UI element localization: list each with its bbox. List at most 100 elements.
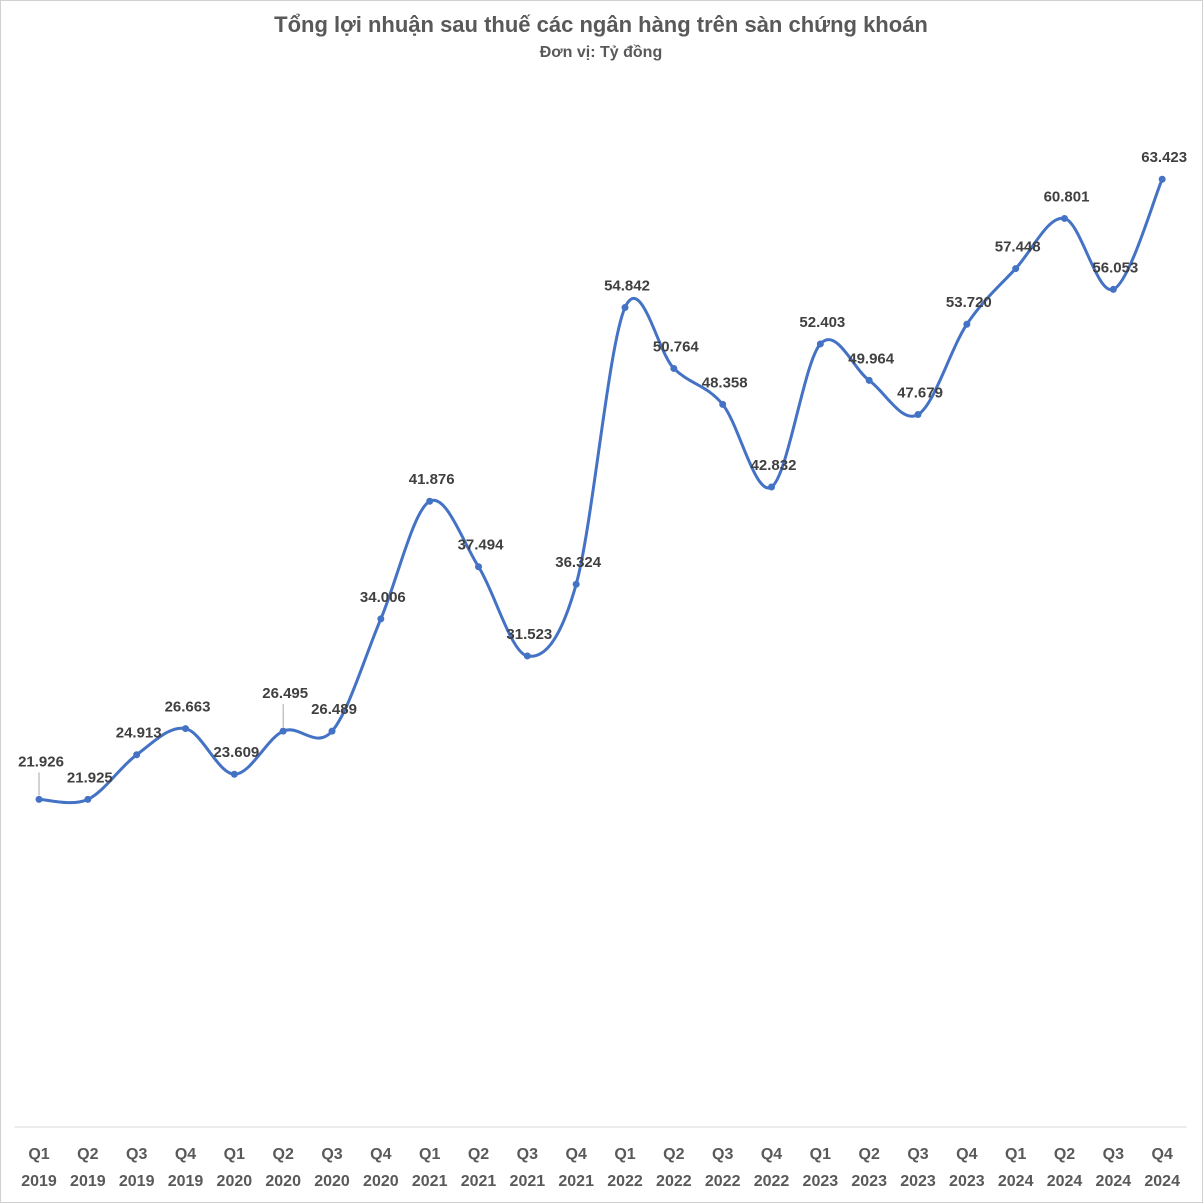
data-label: 26.495 [262, 685, 308, 702]
data-label: 48.358 [702, 374, 748, 391]
data-label: 57.448 [995, 239, 1041, 256]
x-tick-label: 2020 [314, 1173, 350, 1190]
data-label: 31.523 [506, 626, 552, 643]
marker [84, 795, 92, 803]
data-label: 26.489 [311, 701, 357, 718]
data-label: 56.053 [1092, 259, 1138, 276]
x-tick-label: Q2 [77, 1146, 98, 1163]
x-tick-label: 2019 [70, 1173, 106, 1190]
x-tick-label: Q1 [28, 1146, 49, 1163]
data-label: 21.926 [18, 753, 64, 770]
x-tick-label: Q1 [1005, 1146, 1026, 1163]
x-tick-label: 2019 [21, 1173, 57, 1190]
marker [719, 400, 727, 408]
x-tick-label: Q3 [517, 1146, 538, 1163]
x-tick-label: 2023 [949, 1173, 985, 1190]
x-tick-label: Q1 [419, 1146, 440, 1163]
x-tick-label: 2021 [412, 1173, 448, 1190]
marker [621, 304, 629, 312]
marker [670, 364, 678, 372]
chart-subtitle: Đơn vị: Tỷ đồng [540, 44, 662, 61]
data-label: 26.663 [165, 699, 211, 716]
x-tick-label: 2021 [558, 1173, 594, 1190]
data-label: 52.403 [799, 314, 845, 331]
x-tick-label: Q2 [1054, 1146, 1075, 1163]
marker [230, 770, 238, 778]
x-tick-label: 2024 [1047, 1173, 1083, 1190]
x-tick-label: 2024 [998, 1173, 1034, 1190]
x-tick-label: Q4 [175, 1146, 196, 1163]
data-label: 42.832 [751, 457, 797, 474]
x-tick-label: 2022 [754, 1173, 790, 1190]
x-tick-label: 2020 [265, 1173, 301, 1190]
marker [768, 483, 776, 491]
marker [279, 727, 287, 735]
marker [914, 411, 922, 419]
data-label: 36.324 [555, 554, 602, 571]
chart-title: Tổng lợi nhuận sau thuế các ngân hàng tr… [274, 12, 928, 37]
marker [475, 563, 483, 571]
x-tick-label: Q4 [370, 1146, 391, 1163]
marker [377, 615, 385, 623]
x-tick-label: 2022 [607, 1173, 643, 1190]
x-tick-label: 2022 [705, 1173, 741, 1190]
data-label: 54.842 [604, 277, 650, 294]
x-tick-label: Q2 [663, 1146, 684, 1163]
data-label: 47.679 [897, 385, 943, 402]
marker [1012, 265, 1020, 273]
x-tick-label: 2021 [461, 1173, 497, 1190]
data-label: 24.913 [116, 725, 162, 742]
marker [816, 340, 824, 348]
x-tick-label: Q2 [468, 1146, 489, 1163]
x-tick-label: 2024 [1144, 1173, 1180, 1190]
x-tick-label: Q4 [761, 1146, 782, 1163]
marker [1061, 214, 1069, 222]
data-label: 50.764 [653, 338, 700, 355]
marker [182, 725, 190, 733]
data-label: 21.925 [67, 769, 113, 786]
marker [328, 727, 336, 735]
x-tick-label: Q3 [321, 1146, 342, 1163]
marker [1158, 175, 1166, 183]
x-tick-label: 2022 [656, 1173, 692, 1190]
x-tick-label: 2021 [510, 1173, 546, 1190]
x-tick-label: Q3 [126, 1146, 147, 1163]
marker [426, 497, 434, 505]
data-label: 53.720 [946, 294, 992, 311]
data-label: 37.494 [458, 537, 505, 554]
data-label: 63.423 [1141, 149, 1187, 166]
x-tick-label: Q3 [1103, 1146, 1124, 1163]
marker [963, 320, 971, 328]
x-tick-label: Q3 [907, 1146, 928, 1163]
x-tick-label: 2019 [168, 1173, 204, 1190]
x-tick-label: 2023 [851, 1173, 887, 1190]
marker [35, 795, 43, 803]
x-tick-label: Q3 [712, 1146, 733, 1163]
x-tick-label: 2020 [217, 1173, 253, 1190]
x-tick-label: Q4 [956, 1146, 977, 1163]
x-tick-label: Q4 [566, 1146, 587, 1163]
data-label: 49.964 [848, 350, 895, 367]
data-label: 60.801 [1044, 188, 1090, 205]
data-label: 34.006 [360, 589, 406, 606]
marker [523, 652, 531, 660]
x-tick-label: 2019 [119, 1173, 155, 1190]
x-tick-label: Q2 [273, 1146, 294, 1163]
marker [865, 376, 873, 384]
x-tick-label: Q1 [224, 1146, 245, 1163]
data-label: 41.876 [409, 471, 455, 488]
x-tick-label: 2023 [803, 1173, 839, 1190]
marker [572, 580, 580, 588]
x-tick-label: Q4 [1152, 1146, 1173, 1163]
data-label: 23.609 [213, 744, 259, 761]
x-tick-label: 2023 [900, 1173, 936, 1190]
marker [133, 751, 141, 759]
x-tick-label: 2020 [363, 1173, 399, 1190]
x-tick-label: 2024 [1096, 1173, 1132, 1190]
marker [1109, 285, 1117, 293]
x-tick-label: Q1 [614, 1146, 635, 1163]
x-tick-label: Q1 [810, 1146, 831, 1163]
x-tick-label: Q2 [859, 1146, 880, 1163]
